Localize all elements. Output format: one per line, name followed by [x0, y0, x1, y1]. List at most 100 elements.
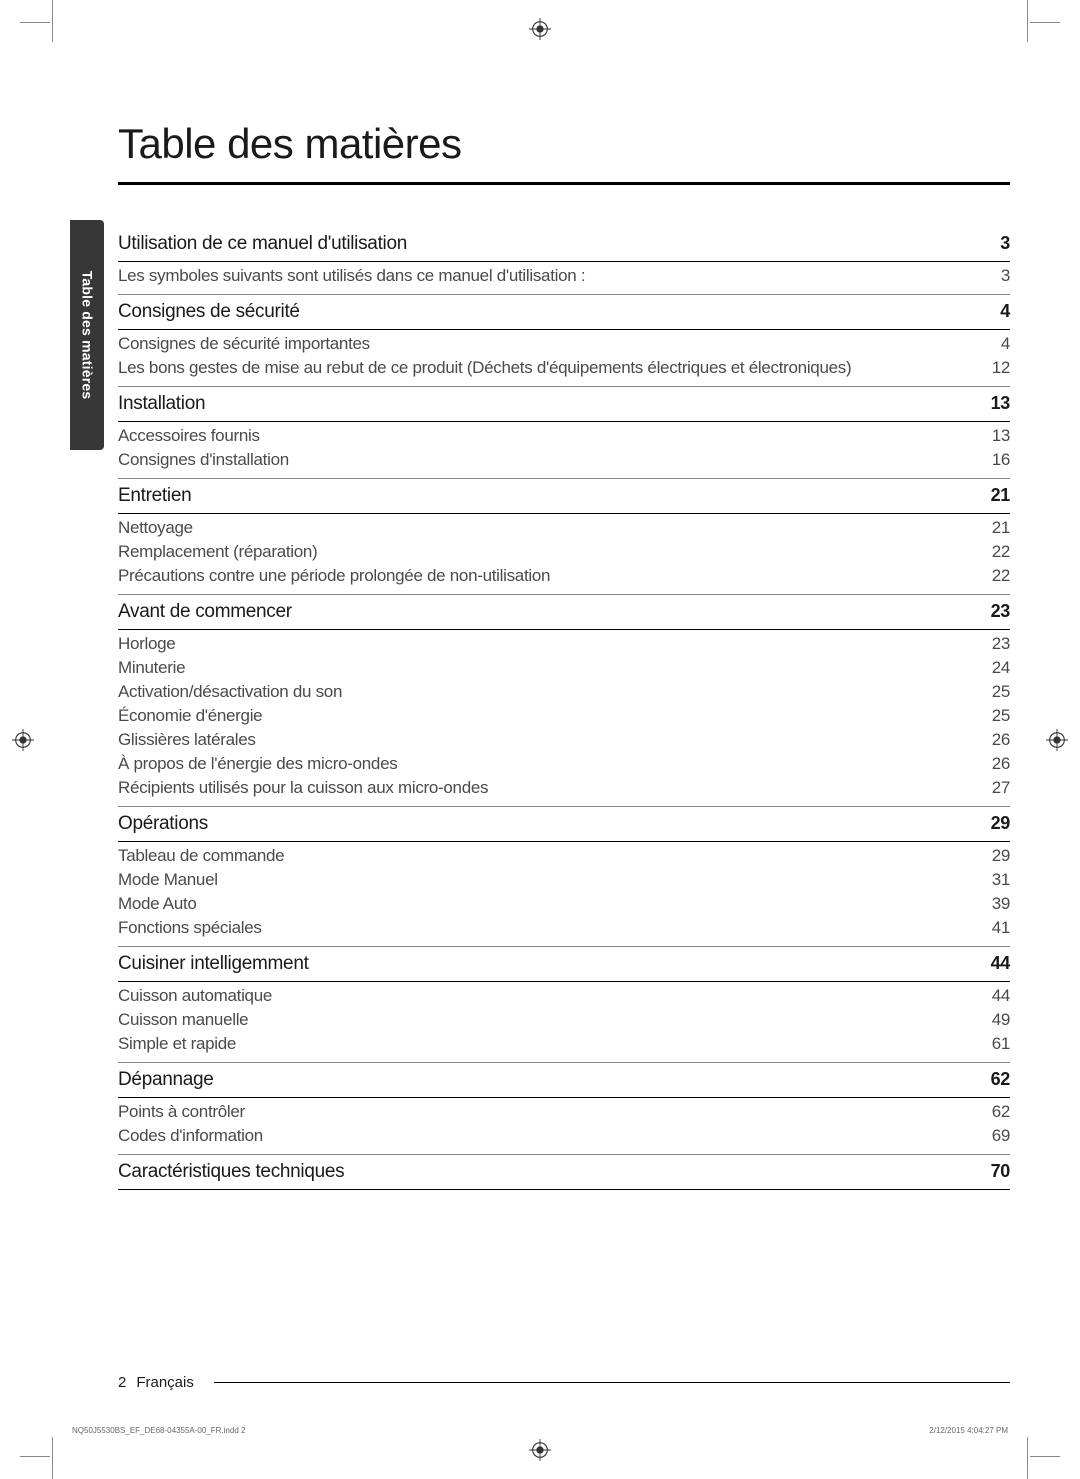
toc-item-label: Économie d'énergie — [118, 706, 262, 726]
toc-item-row: Glissières latérales26 — [118, 730, 1010, 750]
toc-item-row: Remplacement (réparation) 22 — [118, 542, 1010, 562]
toc-item-page: 22 — [992, 542, 1010, 562]
toc-group: Cuisiner intelligemment44Cuisson automat… — [118, 953, 1010, 1063]
table-of-contents: Utilisation de ce manuel d'utilisation3L… — [118, 233, 1010, 1190]
toc-group: Opérations 29 Tableau de commande 29 Mode Ma… — [118, 813, 1010, 947]
toc-item-page: 69 — [992, 1126, 1010, 1146]
toc-section-page: 29 — [991, 813, 1010, 834]
indd-timestamp: 2/12/2015 4:04:27 PM — [929, 1426, 1008, 1435]
toc-section-page: 62 — [991, 1069, 1010, 1090]
crop-mark — [1030, 1407, 1060, 1457]
toc-section-label: Caractéristiques techniques — [118, 1161, 344, 1183]
toc-item-label: Récipients utilisés pour la cuisson aux … — [118, 778, 488, 798]
toc-item-row: Mode Auto 39 — [118, 894, 1010, 914]
toc-section-label: Installation — [118, 393, 205, 415]
toc-item-row: À propos de l'énergie des micro-ondes 26 — [118, 754, 1010, 774]
registration-mark-icon — [529, 1439, 551, 1461]
toc-item-page: 12 — [992, 358, 1010, 378]
toc-section-page: 70 — [991, 1161, 1010, 1182]
toc-item-page: 39 — [992, 894, 1010, 914]
toc-item-label: Consignes de sécurité importantes — [118, 334, 370, 354]
indd-file: NQ50J5530BS_EF_DE68-04355A-00_FR.indd 2 — [72, 1426, 245, 1435]
title-underline — [118, 182, 1010, 185]
toc-item-label: Mode Auto — [118, 894, 197, 914]
indesign-slug: NQ50J5530BS_EF_DE68-04355A-00_FR.indd 2 … — [72, 1426, 1008, 1435]
toc-item-page: 23 — [992, 634, 1010, 654]
toc-item-page: 13 — [992, 426, 1010, 446]
toc-item-row: Précautions contre une période prolongée… — [118, 566, 1010, 586]
toc-item-row: Codes d'information 69 — [118, 1126, 1010, 1146]
toc-item-label: Cuisson manuelle — [118, 1010, 248, 1030]
toc-item-page: 25 — [992, 706, 1010, 726]
toc-item-page: 49 — [992, 1010, 1010, 1030]
toc-item-row: Activation/désactivation du son25 — [118, 682, 1010, 702]
toc-item-label: Mode Manuel — [118, 870, 218, 890]
toc-section-page: 3 — [1000, 233, 1010, 254]
toc-item-underline — [118, 946, 1010, 947]
toc-item-label: Précautions contre une période prolongée… — [118, 566, 550, 586]
toc-section-row: Installation13 — [118, 393, 1010, 422]
toc-item-label: Nettoyage — [118, 518, 193, 538]
toc-section-row: Consignes de sécurité4 — [118, 301, 1010, 330]
toc-item-label: Points à contrôler — [118, 1102, 245, 1122]
toc-section-row: Cuisiner intelligemment 44 — [118, 953, 1010, 982]
toc-item-row: Cuisson automatique 44 — [118, 986, 1010, 1006]
page-content: Table des matières Table des matières Ut… — [70, 60, 1010, 1419]
toc-item-row: Fonctions spéciales 41 — [118, 918, 1010, 938]
toc-item-page: 29 — [992, 846, 1010, 866]
toc-section-label: Dépannage — [118, 1069, 214, 1091]
toc-section-label: Opérations — [118, 813, 208, 835]
registration-mark-icon — [529, 18, 551, 40]
toc-item-row: Horloge 23 — [118, 634, 1010, 654]
toc-section-page: 44 — [991, 953, 1010, 974]
toc-item-page: 24 — [992, 658, 1010, 678]
toc-item-page: 3 — [1001, 266, 1010, 286]
footer-rule — [214, 1382, 1010, 1383]
page-footer: 2 Français — [118, 1374, 1010, 1391]
toc-item-label: Tableau de commande — [118, 846, 284, 866]
toc-item-underline — [118, 594, 1010, 595]
toc-item-label: Codes d'information — [118, 1126, 263, 1146]
toc-item-row: Tableau de commande 29 — [118, 846, 1010, 866]
toc-item-label: Cuisson automatique — [118, 986, 272, 1006]
toc-section-page: 4 — [1000, 301, 1010, 322]
toc-group: Avant de commencer23Horloge23Minuterie24… — [118, 601, 1010, 807]
toc-item-page: 41 — [992, 918, 1010, 938]
toc-item-row: Points à contrôler62 — [118, 1102, 1010, 1122]
toc-item-page: 26 — [992, 754, 1010, 774]
toc-item-page: 16 — [992, 450, 1010, 470]
toc-item-label: Fonctions spéciales — [118, 918, 262, 938]
toc-item-label: Remplacement (réparation) — [118, 542, 317, 562]
toc-section-label: Entretien — [118, 485, 191, 507]
toc-item-page: 31 — [992, 870, 1010, 890]
toc-group: Caractéristiques techniques 70 — [118, 1161, 1010, 1190]
registration-mark-icon — [1046, 729, 1068, 751]
toc-item-label: Horloge — [118, 634, 175, 654]
toc-group: Dépannage 62 Points à contrôler62 Codes d'i… — [118, 1069, 1010, 1155]
toc-item-page: 44 — [992, 986, 1010, 1006]
toc-item-row: Accessoires fournis13 — [118, 426, 1010, 446]
toc-item-underline — [118, 1154, 1010, 1155]
toc-item-label: Les symboles suivants sont utilisés dans… — [118, 266, 585, 286]
toc-item-underline — [118, 806, 1010, 807]
toc-section-label: Cuisiner intelligemment — [118, 953, 309, 975]
crop-mark — [52, 1437, 102, 1479]
toc-item-row: Simple et rapide61 — [118, 1034, 1010, 1054]
toc-item-page: 4 — [1001, 334, 1010, 354]
toc-item-underline — [118, 1062, 1010, 1063]
toc-section-row: Dépannage 62 — [118, 1069, 1010, 1098]
toc-item-row: Cuisson manuelle 49 — [118, 1010, 1010, 1030]
crop-mark — [1030, 22, 1060, 72]
toc-item-label: Simple et rapide — [118, 1034, 236, 1054]
crop-mark — [52, 0, 102, 42]
registration-mark-icon — [12, 729, 34, 751]
side-tab-label: Table des matières — [79, 271, 95, 400]
toc-item-label: Activation/désactivation du son — [118, 682, 342, 702]
toc-item-row: Consignes d'installation16 — [118, 450, 1010, 470]
page-title: Table des matières — [118, 120, 1010, 168]
toc-item-underline — [118, 478, 1010, 479]
toc-group: Entretien21Nettoyage21Remplacement (répa… — [118, 485, 1010, 595]
toc-item-row: Récipients utilisés pour la cuisson aux … — [118, 778, 1010, 798]
toc-item-label: À propos de l'énergie des micro-ondes — [118, 754, 397, 774]
toc-item-underline — [118, 386, 1010, 387]
